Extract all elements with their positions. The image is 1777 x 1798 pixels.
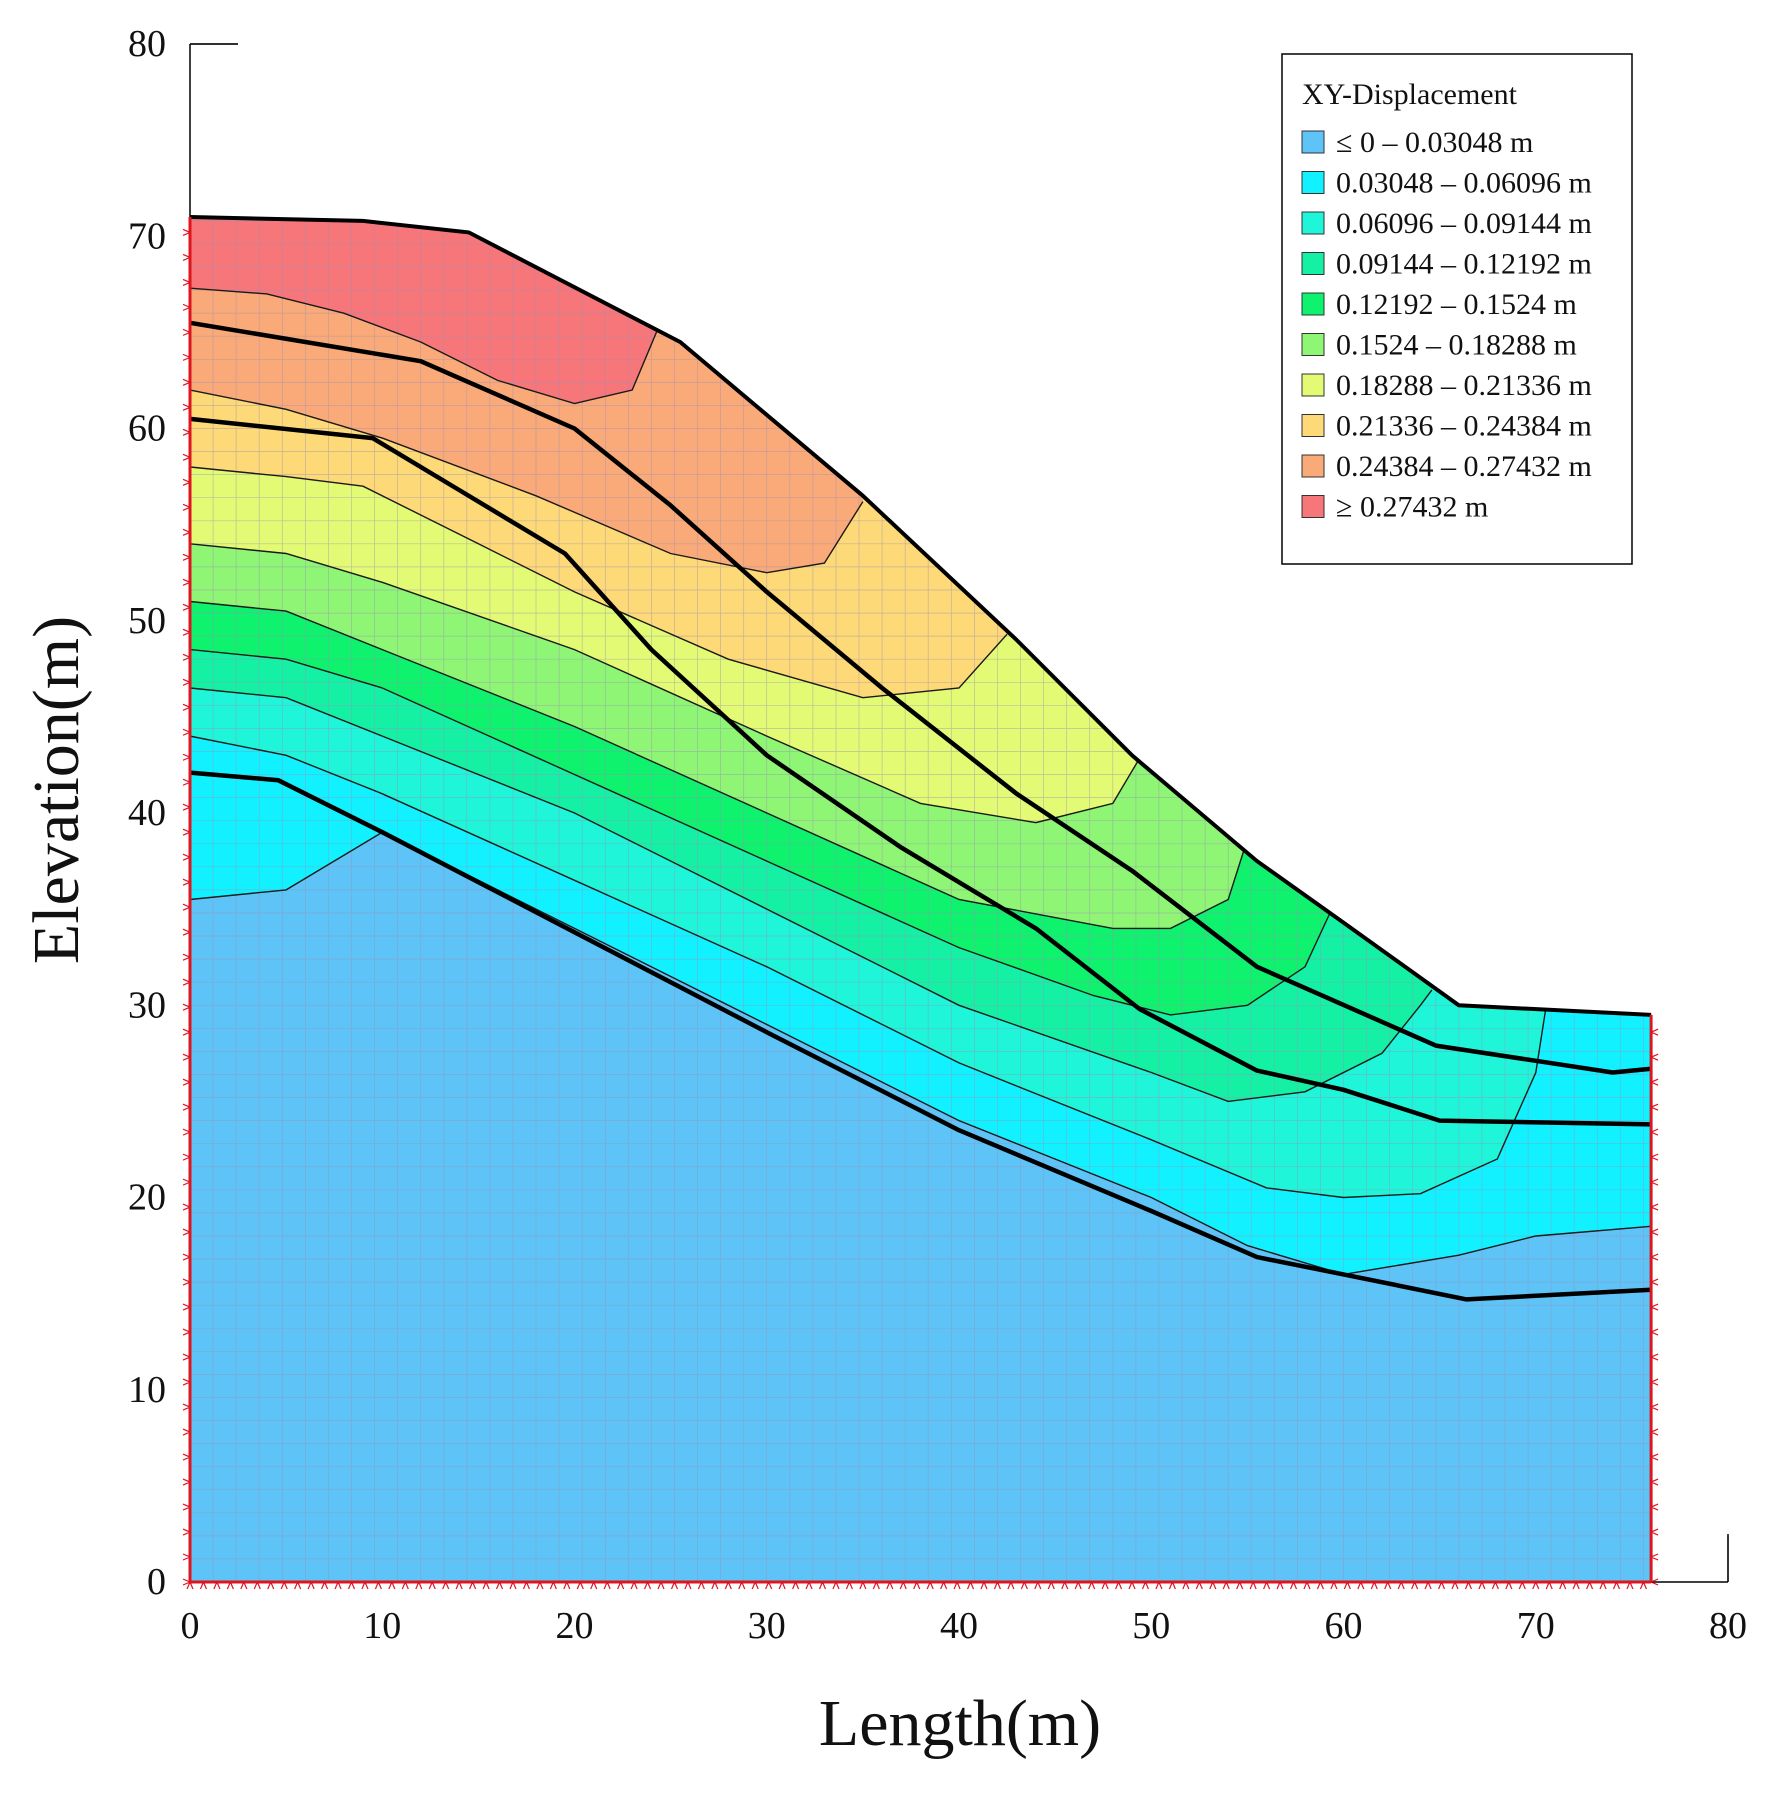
support-markers — [182, 228, 1659, 1590]
legend-swatch — [1301, 495, 1325, 518]
contour-line — [190, 287, 658, 405]
x-axis-title: Length(m) — [819, 1687, 1101, 1760]
y-tick-label: 30 — [128, 984, 166, 1026]
layer-boundary — [189, 770, 1652, 1302]
legend-swatch — [1301, 130, 1325, 154]
legend-swatch — [1301, 252, 1325, 275]
legend-label: 0.18288 – 0.21336 m — [1336, 369, 1592, 402]
y-tick-label: 60 — [128, 408, 166, 450]
legend-label: ≥ 0.27432 m — [1336, 491, 1488, 524]
x-tick-label: 40 — [940, 1605, 978, 1647]
x-tick-label: 20 — [556, 1605, 594, 1647]
contour-line — [190, 687, 1433, 1103]
legend-swatch — [1301, 373, 1325, 397]
contour-line — [190, 466, 1008, 699]
x-tick-label: 70 — [1517, 1605, 1555, 1647]
x-tick-label: 0 — [181, 1605, 200, 1647]
legend-label: 0.1524 – 0.18288 m — [1336, 329, 1577, 362]
contour-line — [190, 648, 1331, 1016]
legend-label: 0.03048 – 0.06096 m — [1336, 167, 1592, 200]
contour-lines — [190, 287, 1652, 1276]
legend-label: 0.09144 – 0.12192 m — [1336, 248, 1592, 281]
contour-line — [190, 543, 1145, 824]
y-tick-label: 50 — [128, 600, 166, 642]
legend-swatch — [1301, 333, 1325, 356]
x-tick-label: 30 — [748, 1605, 786, 1647]
contour-line — [190, 600, 1245, 930]
y-tick-label: 40 — [128, 792, 166, 834]
legend-box — [1281, 53, 1633, 565]
y-tick-label: 70 — [128, 215, 166, 257]
layer-boundary — [189, 416, 1652, 1127]
legend-swatch — [1301, 292, 1325, 316]
y-tick-label: 0 — [147, 1561, 166, 1603]
x-tick-label: 50 — [1132, 1605, 1170, 1647]
contour-band-8 — [190, 217, 863, 573]
slope-surface-outline — [189, 215, 1652, 1017]
layer-boundaries — [189, 320, 1652, 1302]
x-tick-label: 60 — [1325, 1605, 1363, 1647]
legend-label: 0.06096 – 0.09144 m — [1336, 207, 1592, 240]
legend-swatch — [1301, 414, 1325, 437]
legend-label: 0.21336 – 0.24384 m — [1336, 410, 1592, 443]
layer-boundary — [189, 320, 1652, 1075]
legend-swatch — [1301, 454, 1325, 478]
legend-label: ≤ 0 – 0.03048 m — [1336, 126, 1533, 159]
x-tick-label: 80 — [1709, 1605, 1747, 1647]
tick-labels: 0 10 20 30 40 50 60 70 80 0 10 20 30 40 50 60 70 80 — [128, 23, 1747, 1647]
y-axis-title: Elevation(m) — [20, 616, 93, 964]
boundary-supports — [182, 217, 1659, 1590]
contour-line — [190, 735, 1547, 1199]
y-tick-label: 10 — [128, 1369, 166, 1411]
legend-swatch — [1301, 211, 1325, 235]
contour-line — [190, 389, 864, 574]
x-tick-label: 10 — [363, 1605, 401, 1647]
legend-swatch — [1301, 171, 1325, 194]
legend-label: 0.12192 – 0.1524 m — [1336, 288, 1577, 321]
y-tick-label: 80 — [128, 23, 166, 65]
legend-label: 0.24384 – 0.27432 m — [1336, 450, 1592, 483]
y-tick-label: 20 — [128, 1177, 166, 1219]
legend: XY-Displacement ≤ 0 – 0.03048 m 0.03048 –… — [1281, 53, 1633, 565]
legend-title: XY-Displacement — [1302, 78, 1518, 111]
